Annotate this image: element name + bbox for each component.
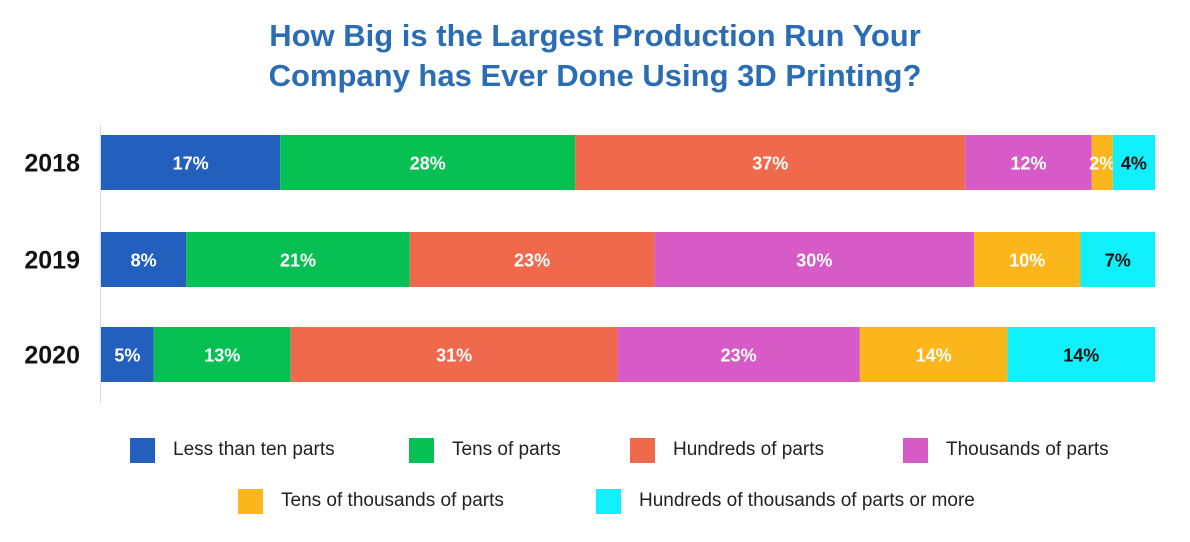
data-label-2020-1: 5% — [114, 346, 140, 366]
bar-segment-2020-3 — [290, 327, 618, 382]
legend-item-6: Hundreds of thousands of parts or more — [596, 488, 975, 514]
legend-item-2: Tens of parts — [409, 437, 561, 463]
legend-swatch-5 — [238, 488, 263, 514]
data-label-2020-3: 31% — [436, 346, 472, 366]
data-label-2018-5: 2% — [1089, 154, 1115, 174]
bar-segment-2018-3 — [575, 135, 966, 190]
bar-segment-2020-1 — [101, 327, 154, 382]
chart-title-line-2: Company has Ever Done Using 3D Printing? — [268, 58, 922, 93]
legend-item-1: Less than ten parts — [130, 437, 335, 463]
data-label-2019-1: 8% — [131, 251, 157, 271]
data-label-2020-4: 23% — [721, 346, 757, 366]
bar-segment-2019-5 — [974, 232, 1081, 287]
legend-label-2: Tens of parts — [452, 439, 561, 460]
bar-segment-2020-6 — [1007, 327, 1155, 382]
bar-segment-2020-2 — [153, 327, 291, 382]
data-label-2019-3: 23% — [514, 251, 550, 271]
legend-swatch-2 — [409, 437, 434, 463]
bar-segment-2018-2 — [280, 135, 576, 190]
data-label-2020-6: 14% — [1063, 346, 1099, 366]
bar-segment-2020-4 — [617, 327, 860, 382]
data-label-2019-6: 7% — [1105, 251, 1131, 271]
chart-title: How Big is the Largest Production Run Yo… — [0, 16, 1190, 96]
legend-item-4: Thousands of parts — [903, 437, 1109, 463]
bar-segment-2019-2 — [186, 232, 410, 287]
legend-swatch-6 — [596, 488, 621, 514]
bar-segment-2019-3 — [409, 232, 655, 287]
bar-segment-2020-5 — [859, 327, 1008, 382]
chart-title-line-1: How Big is the Largest Production Run Yo… — [269, 18, 921, 53]
category-label-2018: 2018 — [24, 150, 80, 178]
data-label-2018-6: 4% — [1121, 154, 1147, 174]
data-label-2019-5: 10% — [1009, 251, 1045, 271]
data-label-2018-3: 37% — [752, 154, 788, 174]
bar-segment-2018-6 — [1112, 135, 1155, 190]
legend-label-5: Tens of thousands of parts — [281, 490, 504, 511]
data-label-2018-4: 12% — [1011, 154, 1047, 174]
legend-label-4: Thousands of parts — [946, 439, 1109, 460]
data-label-2018-1: 17% — [173, 154, 209, 174]
bar-segment-2019-4 — [654, 232, 975, 287]
legend-item-3: Hundreds of parts — [630, 437, 824, 463]
bar-segment-2018-5 — [1091, 135, 1113, 190]
legend-item-5: Tens of thousands of parts — [238, 488, 504, 514]
bar-segment-2018-4 — [965, 135, 1092, 190]
stacked-bar-chart: 2018 17% 28% 37% 12% 2% 4% 2019 8% 21% 23% 30% 10% 7%… — [24, 125, 1155, 403]
data-label-2019-4: 30% — [796, 251, 832, 271]
legend-swatch-3 — [630, 437, 655, 463]
data-label-2019-2: 21% — [280, 251, 316, 271]
data-label-2020-2: 13% — [204, 346, 240, 366]
legend-label-3: Hundreds of parts — [673, 439, 825, 460]
category-label-2020: 2020 — [24, 342, 80, 370]
bar-segment-2019-1 — [101, 232, 187, 287]
legend-label-1: Less than ten parts — [173, 439, 335, 460]
category-label-2019: 2019 — [24, 247, 80, 275]
data-label-2020-5: 14% — [916, 346, 952, 366]
legend-swatch-4 — [903, 437, 928, 463]
legend-swatch-1 — [130, 437, 155, 463]
bar-segment-2019-6 — [1080, 232, 1155, 287]
data-label-2018-2: 28% — [410, 154, 446, 174]
legend-label-6: Hundreds of thousands of parts or more — [639, 490, 975, 511]
bar-segment-2018-1 — [101, 135, 281, 190]
